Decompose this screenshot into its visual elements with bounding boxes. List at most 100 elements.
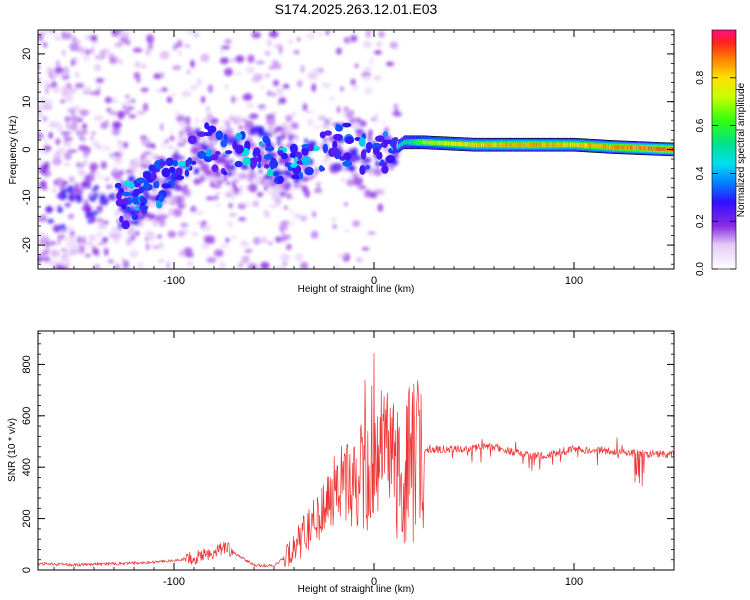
heatmap-cell xyxy=(124,95,131,98)
heatmap-cell xyxy=(49,121,58,128)
heatmap-cell xyxy=(288,39,294,44)
heatmap-cell xyxy=(372,167,383,176)
heatmap-cell xyxy=(203,141,214,145)
heatmap-cell xyxy=(310,230,319,239)
heatmap-cell xyxy=(64,152,72,161)
heatmap-cell xyxy=(272,79,280,87)
ridge-blob xyxy=(128,182,135,189)
heatmap-cell xyxy=(274,126,284,132)
heatmap-cell xyxy=(56,260,67,266)
heatmap-cell xyxy=(105,184,113,189)
heatmap-cell xyxy=(76,74,81,78)
heatmap-cell xyxy=(365,30,372,38)
heatmap-cell xyxy=(106,107,112,113)
tone-band-cell xyxy=(575,142,577,147)
tone-band-cell xyxy=(460,142,462,147)
ridge-blob xyxy=(289,152,296,158)
tone-band-cell xyxy=(480,142,482,147)
heatmap-cell xyxy=(117,141,124,150)
heatmap-cell xyxy=(69,241,78,247)
heatmap-cell xyxy=(48,131,53,139)
heatmap-cell xyxy=(195,33,200,39)
ridge-blob xyxy=(291,174,301,180)
ridge-blob xyxy=(133,188,142,195)
heatmap-cell xyxy=(201,118,211,124)
heatmap-cell xyxy=(361,247,370,251)
heatmap-cell xyxy=(193,167,200,173)
heatmap-cell xyxy=(165,139,169,144)
heatmap-cell xyxy=(291,111,297,117)
heatmap-cell xyxy=(304,138,308,145)
heatmap-cell xyxy=(104,177,110,181)
heatmap-cell xyxy=(132,157,143,166)
heatmap-cell xyxy=(226,220,234,228)
heatmap-cell xyxy=(302,102,308,112)
heatmap-cell xyxy=(82,123,87,129)
y-tick-label: 400 xyxy=(21,458,33,476)
heatmap-cell xyxy=(55,138,61,146)
heatmap-cell xyxy=(383,172,390,177)
tone-band-cell xyxy=(634,145,636,150)
heatmap-cell xyxy=(228,202,233,209)
ridge-blob xyxy=(187,135,197,145)
tone-band-cell xyxy=(442,141,444,146)
heatmap-cell xyxy=(247,54,255,64)
tone-band-cell xyxy=(421,140,423,145)
tone-band-cell xyxy=(610,144,612,149)
tone-band-cell xyxy=(438,141,440,145)
ridge-blob xyxy=(122,198,130,205)
tone-band-cell xyxy=(552,142,555,147)
heatmap-cell xyxy=(292,213,302,219)
heatmap-cell xyxy=(252,200,260,208)
tone-band-cell xyxy=(565,142,567,147)
ridge-blob xyxy=(381,165,389,174)
heatmap-cell xyxy=(52,224,62,233)
ridge-blob xyxy=(159,161,167,166)
heatmap-cell xyxy=(314,125,319,130)
heatmap-cell xyxy=(142,102,149,112)
heatmap-cell xyxy=(122,104,126,110)
heatmap-cell xyxy=(271,60,279,67)
heatmap-cell xyxy=(231,235,237,240)
ridge-blob xyxy=(171,172,177,182)
ridge-blob xyxy=(358,137,366,147)
tone-band-cell xyxy=(464,142,467,147)
tone-band-cell xyxy=(656,146,658,151)
heatmap-cell xyxy=(229,164,236,171)
heatmap-cell xyxy=(134,230,140,237)
heatmap-cell xyxy=(240,184,244,192)
heatmap-cell xyxy=(374,50,382,55)
heatmap-cell xyxy=(69,42,79,52)
ridge-blob xyxy=(324,130,332,136)
heatmap-cell xyxy=(268,31,279,38)
ridge-blob xyxy=(335,123,340,130)
heatmap-cell xyxy=(288,208,294,214)
heatmap-cell xyxy=(38,158,45,165)
tone-band-cell xyxy=(533,142,535,147)
spectrogram-y-label: Frequency (Hz) xyxy=(8,116,19,185)
ridge-blob xyxy=(158,194,165,202)
heatmap-cell xyxy=(354,129,363,133)
snr-y-label: SNR (10 * v/v) xyxy=(7,418,18,482)
tone-band-cell xyxy=(636,146,639,150)
heatmap-cell xyxy=(196,159,204,165)
ridge-blob xyxy=(131,214,139,221)
heatmap-cell xyxy=(328,96,335,102)
heatmap-cell xyxy=(173,147,179,153)
heatmap-cell xyxy=(237,172,248,180)
snr-series-line xyxy=(38,352,674,568)
heatmap-cell xyxy=(307,71,317,81)
heatmap-cell xyxy=(244,248,253,254)
heatmap-cell xyxy=(311,83,317,93)
heatmap-cell xyxy=(280,132,286,140)
heatmap-cell xyxy=(144,230,155,238)
tone-band-cell xyxy=(631,145,633,150)
tone-band-cell xyxy=(496,142,499,147)
heatmap-cell xyxy=(184,44,191,48)
tone-band-cell xyxy=(516,142,518,147)
heatmap-cell xyxy=(355,257,363,263)
heatmap-cell xyxy=(296,80,303,88)
tone-band-cell xyxy=(527,142,530,147)
ridge-blob xyxy=(207,125,217,134)
